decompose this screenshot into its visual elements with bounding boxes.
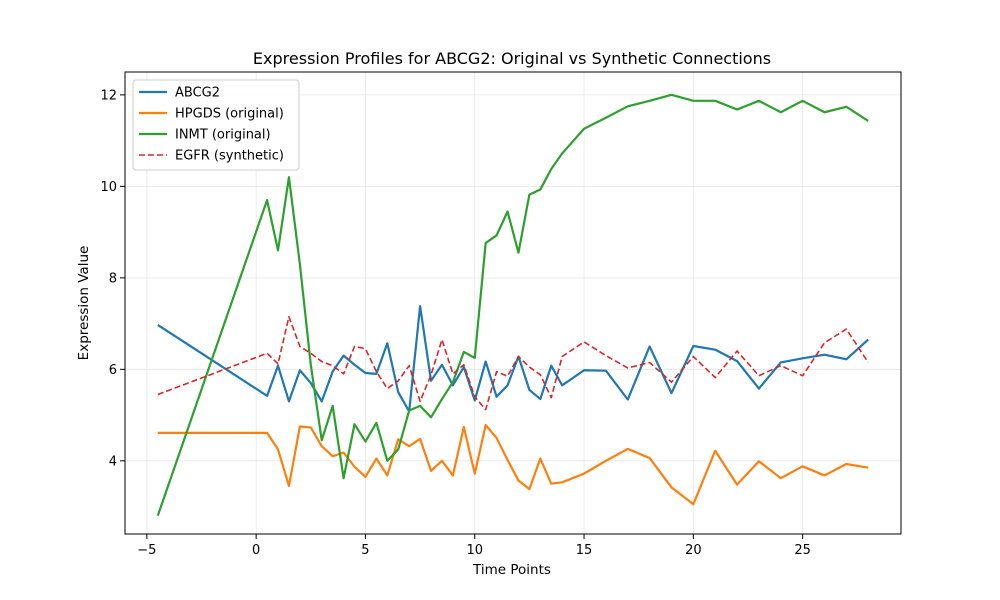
series-line-egfr-synthetic (157, 315, 869, 411)
series-lines (156, 93, 869, 517)
chart-title: Expression Profiles for ABCG2: Original … (253, 49, 771, 68)
x-tick-label: 15 (576, 543, 593, 558)
x-tick-label: 0 (252, 543, 260, 558)
x-tick-label: 10 (466, 543, 483, 558)
y-tick-label: 8 (109, 271, 117, 286)
series-line-hpgds-original (157, 424, 869, 506)
x-axis-label: Time Points (472, 562, 551, 578)
series-line-abcg2 (157, 305, 869, 413)
x-tick-label: 5 (361, 543, 369, 558)
axis-ticks: −5 0 5 10 15 20 25 4 6 8 10 12 (100, 88, 810, 558)
x-tick-label: 20 (685, 543, 702, 558)
legend: ABCG2 HPGDS (original) INMT (original) EGFR… (132, 79, 300, 171)
y-axis-label: Expression Value (76, 246, 92, 361)
y-tick-label: 6 (109, 363, 117, 378)
y-tick-label: 4 (109, 454, 117, 469)
legend-box (132, 79, 300, 171)
y-tick-label: 10 (100, 180, 117, 195)
series-line-inmt-original (156, 93, 869, 517)
legend-label: ABCG2 (175, 86, 220, 101)
legend-label: EGFR (synthetic) (175, 149, 284, 164)
legend-label: INMT (original) (175, 128, 271, 143)
y-tick-label: 12 (100, 88, 117, 103)
plot-area-frame (124, 71, 902, 535)
x-tick-label: 25 (794, 543, 811, 558)
x-tick-label: −5 (137, 543, 156, 558)
legend-label: HPGDS (original) (175, 107, 284, 122)
